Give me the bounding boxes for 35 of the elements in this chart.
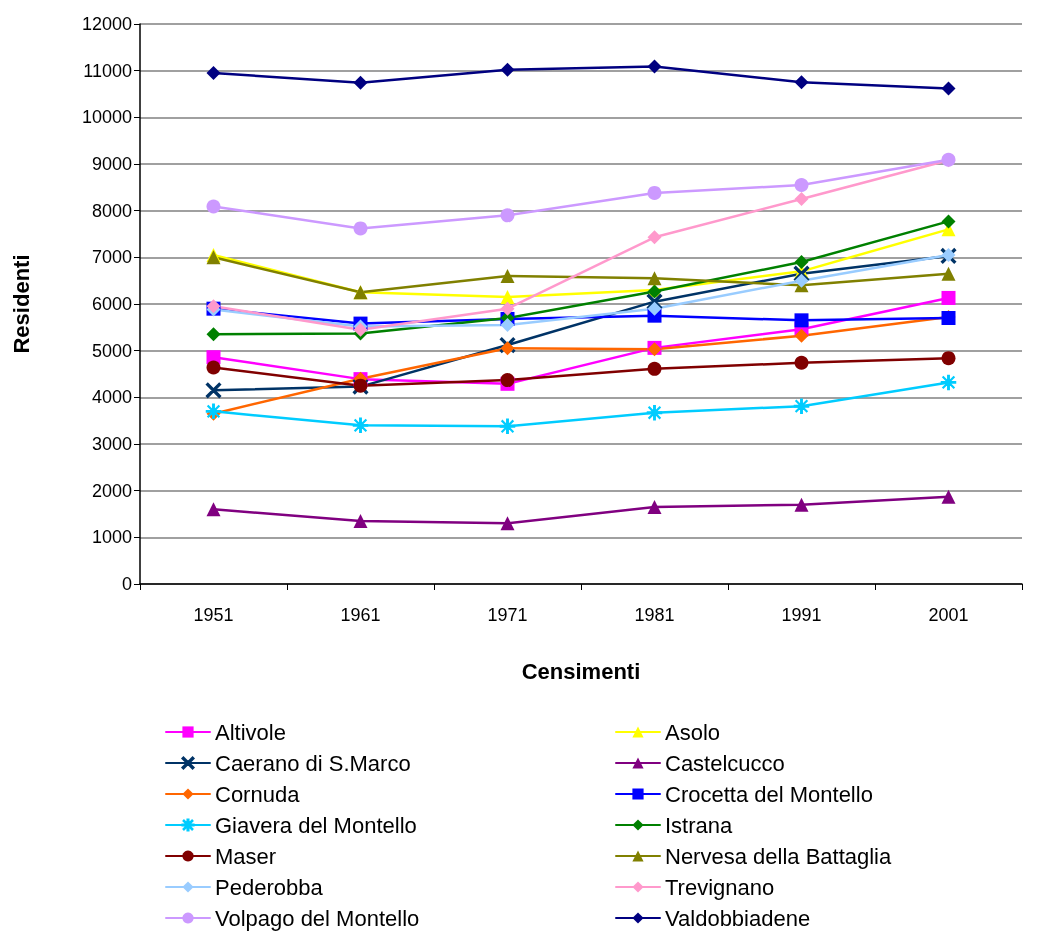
legend-label: Pederobba (215, 874, 324, 900)
legend-label: Cornuda (215, 781, 301, 807)
y-tick-label: 3000 (91, 434, 132, 454)
y-tick-label: 8000 (91, 200, 132, 221)
legend-label: Castelcucco (665, 750, 785, 776)
y-tick-label: 0 (121, 574, 132, 594)
y-tick-label: 1000 (91, 527, 132, 548)
x-tick-label: 1981 (634, 605, 675, 625)
legend-label: Asolo (665, 719, 721, 745)
legend-label: Crocetta del Montello (665, 781, 873, 807)
x-tick-label: 1961 (340, 605, 381, 625)
y-tick-label: 6000 (91, 294, 132, 314)
y-tick-label: 4000 (91, 387, 132, 408)
legend-label: Altivole (215, 719, 286, 745)
x-tick-label: 2001 (928, 605, 969, 625)
x-tick-label: 1951 (193, 605, 234, 625)
legend-label: Maser (215, 843, 277, 869)
legend-label: Giavera del Montello (215, 812, 417, 838)
y-tick-label: 11000 (83, 60, 132, 81)
legend-label: Istrana (665, 812, 734, 838)
legend-label: Volpago del Montello (215, 905, 420, 931)
x-tick-label: 1971 (487, 605, 528, 625)
y-axis-title: Residenti (8, 254, 34, 354)
legend-label: Valdobbiadene (665, 905, 811, 931)
legend-label: Caerano di S.Marco (215, 750, 411, 776)
y-tick-label: 10000 (81, 107, 132, 128)
y-tick-label: 12000 (81, 14, 132, 34)
y-tick-label: 2000 (91, 480, 132, 501)
x-axis-title: Censimenti (521, 658, 641, 684)
legend-label: Trevignano (665, 874, 775, 900)
x-tick-label: 1991 (781, 605, 822, 625)
legend-label: Nervesa della Battaglia (665, 843, 893, 869)
y-tick-label: 7000 (91, 247, 132, 268)
y-tick-label: 5000 (91, 340, 132, 361)
y-tick-label: 9000 (91, 154, 132, 174)
